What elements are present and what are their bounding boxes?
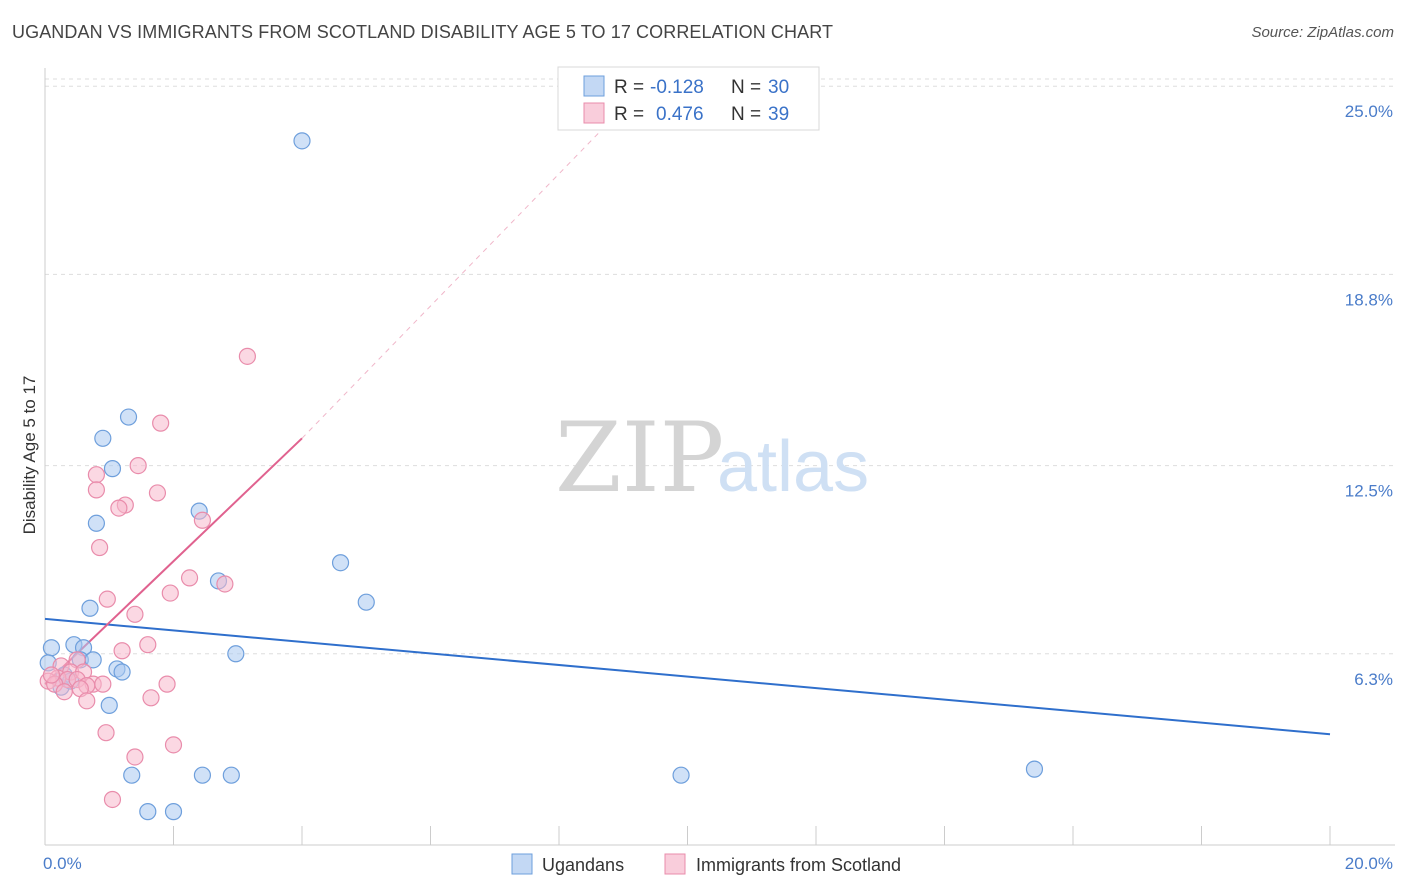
point-ugandans-24 [222,766,240,784]
point-scotland-31 [55,683,73,701]
point-scotland-27 [94,675,112,693]
bottom-legend-label-ugandans: Ugandans [542,855,624,875]
point-ugandans-25 [672,766,690,784]
legend-swatch-scotland [583,102,605,124]
bottom-legend-swatch-scotland [664,853,686,875]
point-ugandans-22 [123,766,141,784]
axes-layer [44,68,1395,846]
point-ugandans-28 [164,803,183,821]
y-tick-label-0: 6.3% [1354,670,1393,689]
point-ugandans-17 [113,663,131,681]
point-scotland-38 [42,666,61,684]
source-label: Source: ZipAtlas.com [1251,24,1394,41]
legend-n-value-ugandans: 30 [768,77,789,98]
point-ugandans-23 [193,766,212,784]
legend-swatch-ugandans [583,75,605,97]
point-scotland-2 [129,457,147,475]
point-ugandans-27 [139,803,157,821]
point-ugandans-15 [227,645,245,663]
point-scotland-10 [180,569,199,587]
point-scotland-1 [152,414,170,432]
point-ugandans-0 [293,132,311,150]
point-scotland-37 [103,790,122,809]
point-scotland-9 [91,538,109,557]
point-ugandans-21 [100,696,118,714]
point-scotland-16 [113,642,131,660]
point-scotland-4 [87,481,106,499]
point-ugandans-1 [119,408,138,426]
point-scotland-34 [97,724,115,742]
point-scotland-14 [126,605,144,623]
point-scotland-7 [110,499,128,517]
point-scotland-5 [148,484,167,502]
point-scotland-32 [142,689,160,707]
y-tick-label-2: 18.8% [1345,290,1393,309]
point-ugandans-3 [103,460,122,478]
point-scotland-11 [216,575,234,593]
watermark-atlas: atlas [717,427,869,507]
point-ugandans-10 [42,639,61,657]
x-tick-label-1: 20.0% [1345,854,1393,873]
y-tick-label-1: 12.5% [1345,482,1393,501]
legend-n-label-scotland: N = [731,104,761,125]
watermark-zip: ZIP [555,402,724,514]
top-legend: R = -0.128 N = 30 R = 0.476 N = 39 [557,66,820,131]
bottom-legend-swatch-ugandans [511,853,533,875]
point-scotland-3 [87,466,106,484]
legend-r-value-scotland: 0.476 [656,104,704,125]
point-scotland-12 [161,584,179,602]
trendline-ugandans [44,617,1331,736]
points-layer [39,132,1044,821]
bottom-legend: Ugandans Immigrants from Scotland [511,853,901,875]
point-scotland-36 [126,748,144,766]
grid-layer [45,78,1395,655]
point-ugandans-2 [94,429,112,447]
point-scotland-0 [238,347,256,365]
chart-title: UGANDAN VS IMMIGRANTS FROM SCOTLAND DISA… [12,22,834,42]
y-axis-label: Disability Age 5 to 17 [20,376,39,535]
y-tick-label-3: 25.0% [1345,102,1393,121]
bottom-legend-label-scotland: Immigrants from Scotland [696,855,901,875]
point-scotland-8 [193,511,212,529]
legend-n-label-ugandans: N = [731,77,761,98]
legend-r-label-scotland: R = [614,104,644,125]
point-ugandans-4 [87,514,106,532]
point-ugandans-7 [357,593,375,611]
point-scotland-35 [164,736,183,754]
point-ugandans-6 [331,554,350,572]
legend-r-label-ugandans: R = [614,77,644,98]
ticks-layer: 6.3% 12.5% 18.8% 25.0% 0.0% 20.0% [43,102,1393,873]
point-scotland-29 [158,675,176,693]
x-tick-label-0: 0.0% [43,854,82,873]
point-scotland-13 [98,590,116,608]
point-scotland-15 [139,636,157,654]
point-ugandans-9 [81,599,99,617]
legend-r-value-ugandans: -0.128 [650,77,704,98]
point-scotland-33 [78,692,96,710]
legend-n-value-scotland: 39 [768,104,789,125]
point-ugandans-26 [1025,760,1044,778]
